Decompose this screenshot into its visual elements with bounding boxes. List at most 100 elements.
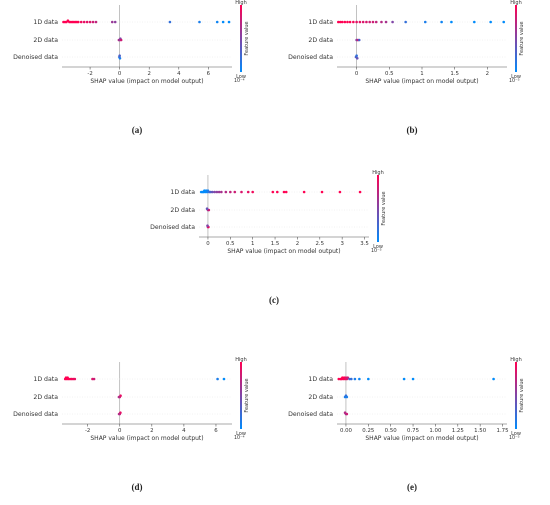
colorbar-low-label: Low — [511, 74, 521, 80]
x-tick-label: 0 — [355, 71, 359, 77]
category-label: 2D data — [308, 37, 333, 44]
data-point — [198, 20, 201, 24]
panel-e: 1D data 2D data Denoised data 0.00 0.25 0.50 0… — [288, 357, 525, 492]
data-point — [88, 20, 92, 24]
x-tick-label: 0 — [118, 71, 122, 77]
panel-caption: (c) — [269, 295, 279, 305]
colorbar-title: Feature value — [244, 378, 250, 412]
data-point — [211, 190, 214, 194]
data-point — [365, 20, 368, 24]
panel-d: 1D data 2D data Denoised data -2 0 2 4 6 SHAP va… — [13, 357, 250, 492]
colorbar-title: Feature value — [381, 191, 387, 225]
x-tick-label: 1.75 — [497, 428, 509, 434]
data-point — [346, 376, 350, 379]
data-point — [367, 377, 370, 381]
data-point — [216, 377, 219, 381]
data-point — [345, 395, 349, 399]
data-point — [338, 20, 342, 24]
data-point — [358, 20, 362, 24]
colorbar-high-label: High — [510, 0, 522, 6]
data-point — [371, 20, 375, 24]
colorbar-high-label: High — [372, 170, 384, 176]
data-point — [240, 190, 243, 194]
data-point — [119, 38, 123, 42]
data-point — [391, 20, 394, 24]
x-tick-label: 2.5 — [316, 241, 325, 247]
x-tick-label: 0.75 — [407, 428, 419, 434]
panel-caption: (e) — [407, 482, 417, 492]
x-tick-label: 2 — [296, 241, 299, 247]
data-point — [343, 20, 347, 24]
category-label: Denoised data — [288, 411, 333, 418]
data-point — [206, 224, 209, 227]
colorbar — [377, 175, 379, 242]
data-point — [168, 20, 172, 24]
data-point — [404, 20, 407, 24]
category-label: 2D data — [170, 207, 195, 214]
x-tick-label: 2 — [486, 71, 489, 77]
data-point — [402, 377, 406, 381]
category-label: 1D data — [308, 19, 333, 26]
category-label: Denoised data — [150, 224, 195, 231]
data-point — [229, 190, 232, 194]
x-axis-label: SHAP value (impact on model output) — [90, 435, 203, 442]
colorbar — [515, 5, 517, 72]
data-point — [355, 57, 359, 60]
data-point — [113, 20, 117, 24]
x-tick-label: 3 — [340, 241, 343, 247]
colorbar-high-label: High — [235, 357, 247, 363]
data-point — [357, 38, 361, 42]
data-point — [76, 20, 80, 24]
data-point — [374, 20, 378, 24]
x-tick-label: 3.5 — [360, 241, 369, 247]
data-point — [246, 190, 250, 194]
data-point — [215, 190, 219, 194]
category-label: 1D data — [33, 376, 58, 383]
x-tick-label: 0 — [118, 428, 122, 434]
colorbar-low-label: Low — [236, 74, 246, 80]
data-point — [282, 190, 286, 194]
data-point — [302, 190, 306, 194]
data-point — [224, 190, 228, 194]
colorbar — [240, 5, 242, 72]
category-label: Denoised data — [288, 54, 333, 61]
panel-caption: (b) — [407, 125, 418, 135]
data-point — [209, 190, 212, 194]
colorbar-low-label: Low — [373, 244, 383, 250]
x-exponent-label: 10⁻⁴ — [234, 78, 245, 84]
colorbar — [240, 362, 242, 429]
category-label: 1D data — [308, 376, 333, 383]
data-point — [340, 20, 344, 24]
category-label: 2D data — [33, 37, 58, 44]
data-point — [117, 395, 121, 399]
x-tick-label: 1.00 — [429, 428, 442, 434]
x-tick-label: 1 — [251, 241, 254, 247]
data-point — [94, 20, 98, 24]
data-point — [275, 190, 279, 194]
data-point — [118, 57, 122, 60]
colorbar-low-label: Low — [511, 431, 521, 437]
x-axis-label: SHAP value (impact on model output) — [365, 78, 478, 85]
x-tick-label: 1.50 — [474, 428, 487, 434]
data-point — [350, 377, 353, 381]
x-tick-label: 1.25 — [452, 428, 464, 434]
x-tick-label: 1 — [420, 71, 423, 77]
x-tick-label: 6 — [207, 71, 211, 77]
panel-b: 1D data 2D data Denoised data 0 0.5 1 1.5 2 SHAP… — [288, 0, 525, 135]
colorbar-low-label: Low — [236, 431, 246, 437]
data-point — [221, 20, 225, 24]
data-point — [217, 190, 221, 194]
data-point — [207, 208, 211, 212]
category-label: 2D data — [308, 394, 333, 401]
data-point — [502, 20, 506, 24]
data-point — [117, 412, 121, 416]
data-point — [450, 20, 453, 24]
data-point — [337, 20, 340, 24]
x-tick-label: 2 — [147, 71, 150, 77]
data-point — [348, 20, 352, 24]
colorbar-title: Feature value — [519, 378, 525, 412]
x-exponent-label: 10⁻⁴ — [234, 435, 245, 441]
data-point — [492, 377, 495, 381]
data-point — [361, 20, 365, 24]
